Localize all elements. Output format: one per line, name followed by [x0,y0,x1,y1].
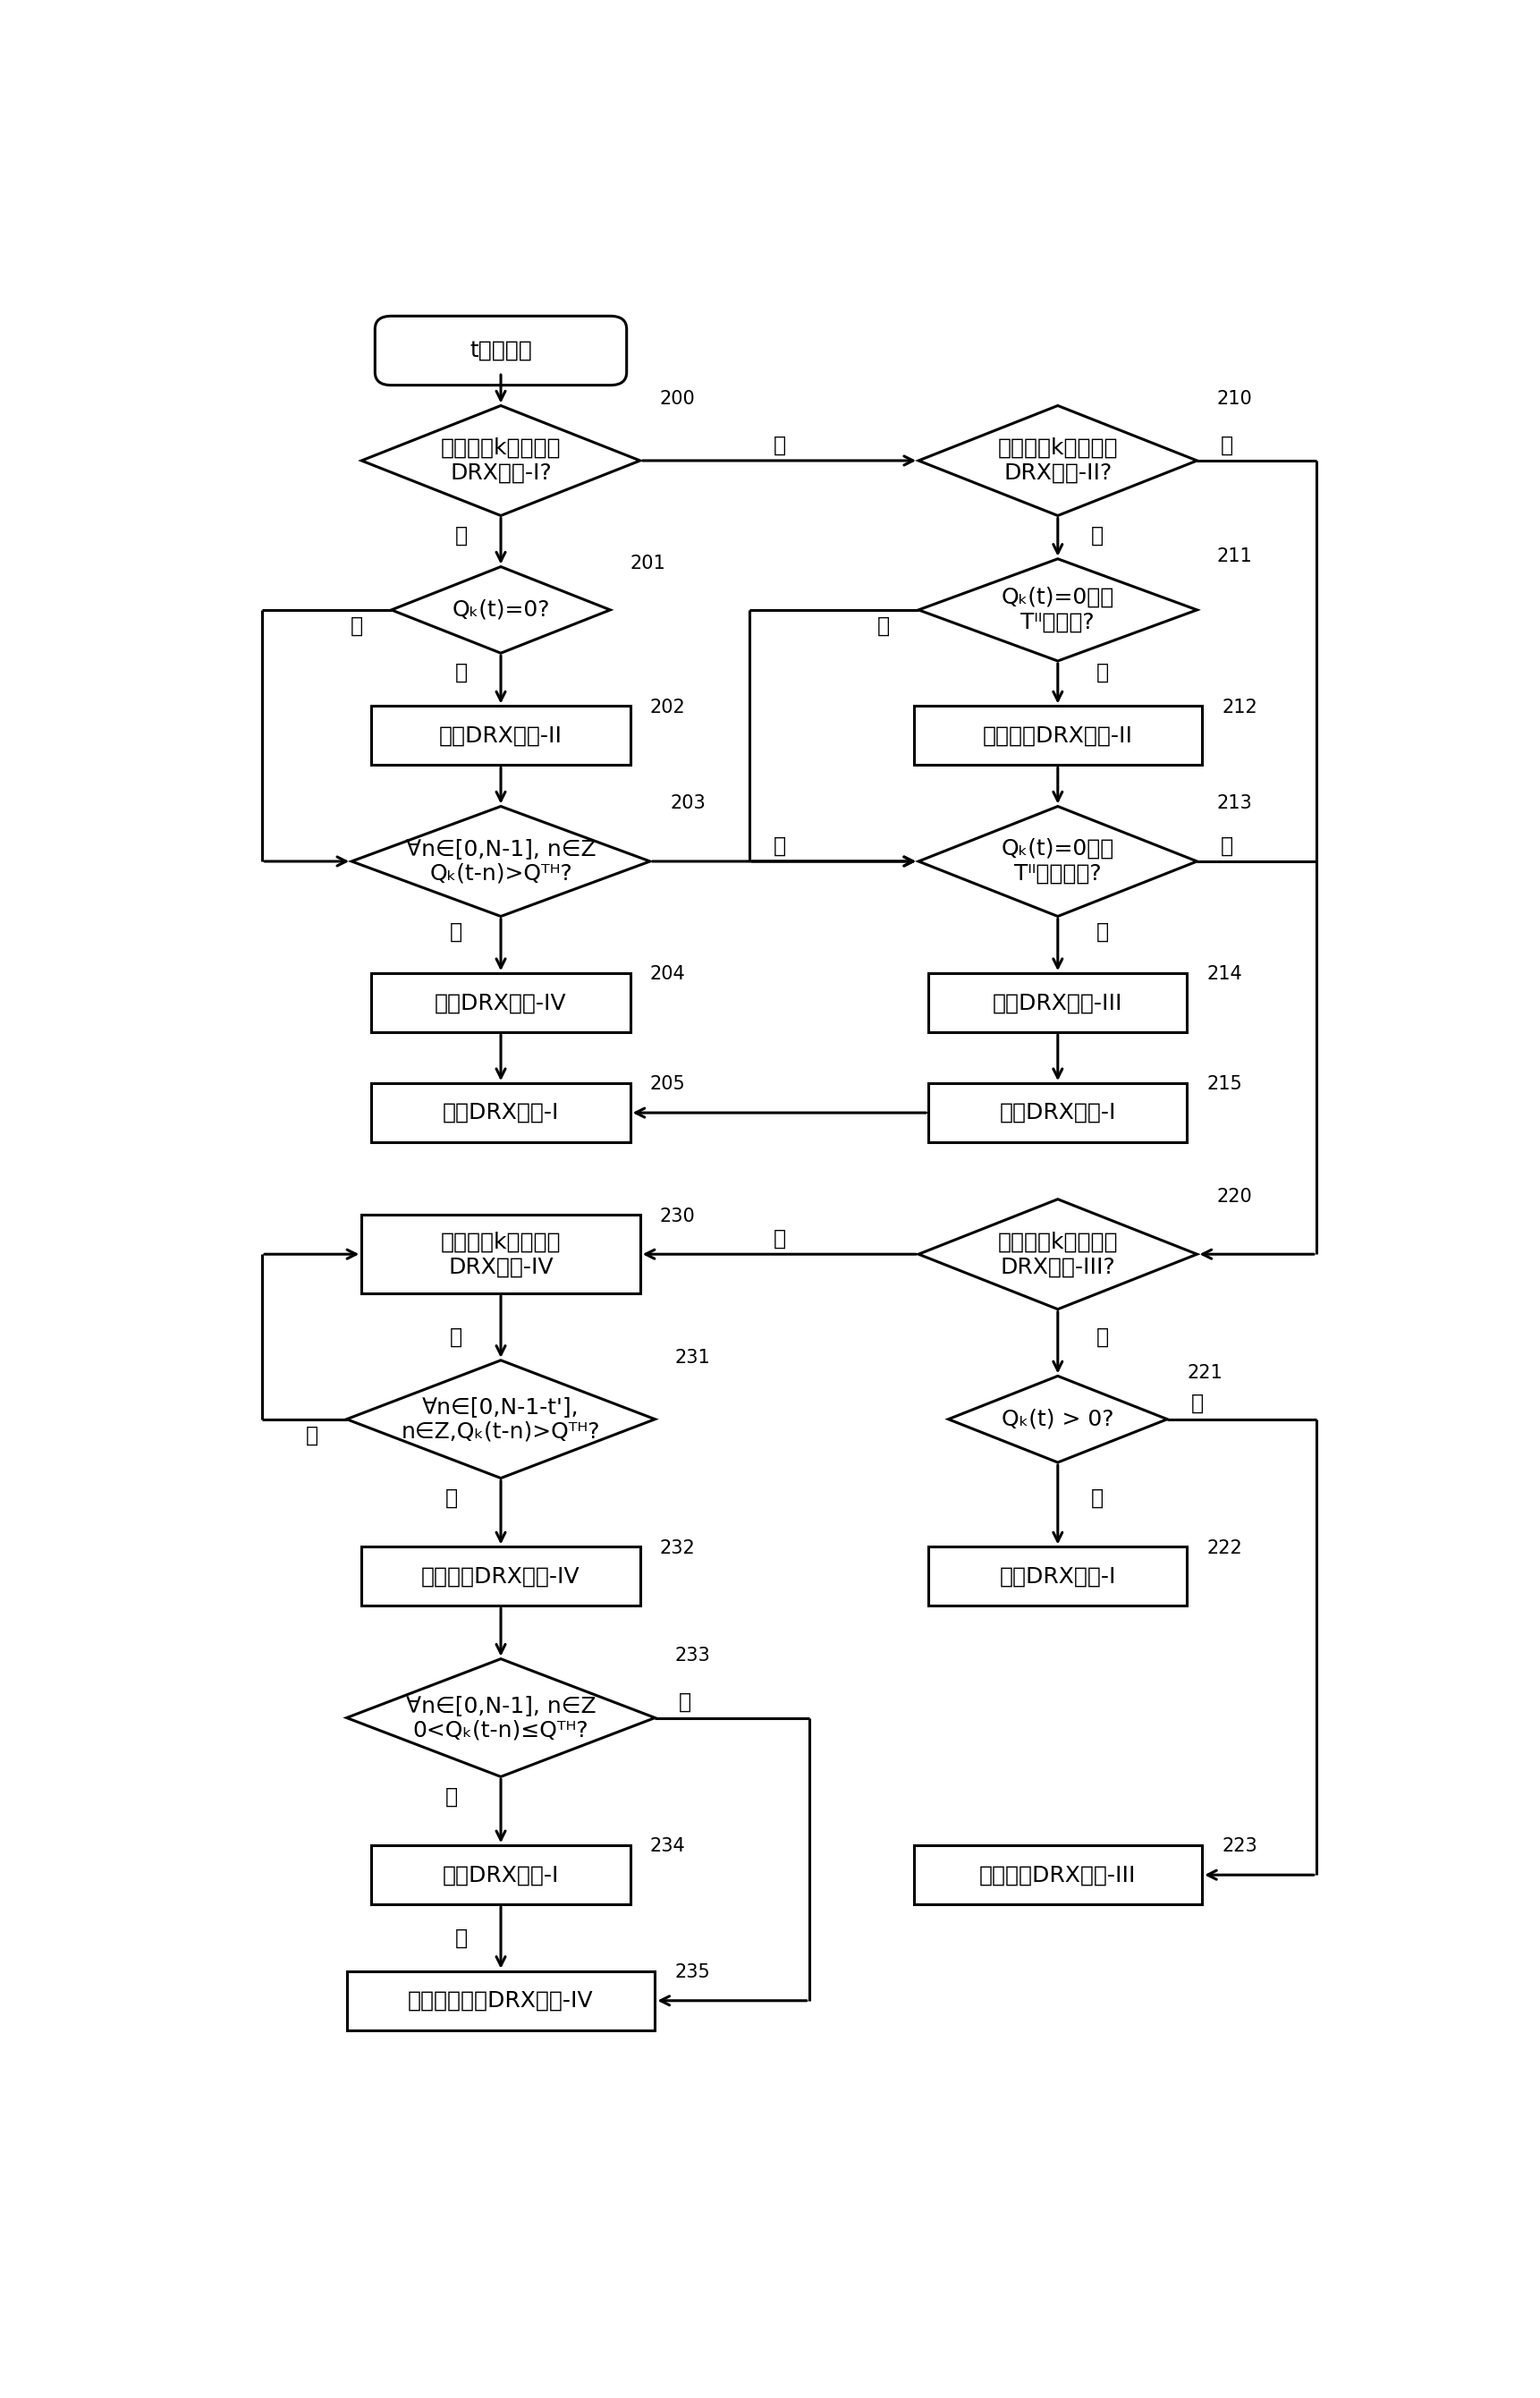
Text: 是: 是 [454,1928,467,1950]
Polygon shape [918,405,1197,516]
Text: 是: 是 [1096,921,1109,942]
Bar [929,1547,1187,1607]
Text: 是: 是 [454,525,467,547]
Bar [929,974,1187,1031]
Text: 是: 是 [1092,525,1104,547]
Text: Qₖ(t) > 0?: Qₖ(t) > 0? [1001,1408,1113,1429]
Bar [362,1547,641,1607]
Text: 否: 否 [773,434,785,456]
Text: 是: 是 [1096,662,1109,683]
Text: 执行DRX过程-III: 执行DRX过程-III [993,993,1123,1014]
Text: 211: 211 [1217,547,1252,566]
Text: 200: 200 [661,391,696,408]
Text: 223: 223 [1221,1837,1258,1856]
Bar [371,705,630,765]
Text: 215: 215 [1207,1074,1243,1093]
Text: 202: 202 [650,698,685,717]
Bar [346,1971,654,2031]
Text: 用户终竭k当前执行
DRX过程-IV: 用户终竭k当前执行 DRX过程-IV [440,1230,561,1278]
Text: 234: 234 [650,1837,685,1856]
Text: Qₖ(t)=0并且
Tᴵᴵ计时结束?: Qₖ(t)=0并且 Tᴵᴵ计时结束? [1001,839,1115,885]
Text: Qₖ(t)=0并且
Tᴵᴵ未超时?: Qₖ(t)=0并且 Tᴵᴵ未超时? [1001,588,1115,633]
Text: Qₖ(t)=0?: Qₖ(t)=0? [451,600,550,621]
Text: 否: 否 [679,1691,691,1712]
Text: 执行DRX过程-II: 执行DRX过程-II [439,724,562,746]
Bar [913,705,1203,765]
Text: 否: 否 [305,1424,319,1446]
Text: 用户终竭k当前执行
DRX过程-I?: 用户终竭k当前执行 DRX过程-I? [440,436,561,484]
Text: t时刻开始: t时刻开始 [470,341,531,362]
FancyBboxPatch shape [376,317,627,386]
Bar [371,1846,630,1904]
Text: 执行DRX过程-I: 执行DRX过程-I [442,1863,559,1885]
Text: 执行DRX过程-I: 执行DRX过程-I [442,1103,559,1125]
Text: 213: 213 [1217,794,1252,813]
Text: 205: 205 [650,1074,685,1093]
Bar [371,1084,630,1141]
Text: 201: 201 [630,554,665,573]
Text: 否: 否 [1221,434,1234,456]
Text: 继续执行DRX过程-III: 继续执行DRX过程-III [979,1863,1137,1885]
Text: 是: 是 [445,1487,457,1508]
Polygon shape [949,1376,1167,1463]
Text: 232: 232 [661,1540,696,1556]
Text: 220: 220 [1217,1187,1252,1206]
Text: 否: 否 [878,614,890,635]
Text: 是: 是 [1096,1326,1109,1348]
Text: 执行DRX过程-IV: 执行DRX过程-IV [434,993,567,1014]
Text: 否: 否 [350,614,363,635]
Text: 是: 是 [450,921,462,942]
Text: 是: 是 [445,1787,457,1808]
Text: 否: 否 [773,835,785,856]
Text: 221: 221 [1187,1364,1223,1381]
Polygon shape [346,1360,654,1477]
Text: 230: 230 [661,1206,696,1225]
Text: 是: 是 [450,1326,462,1348]
Text: 233: 233 [675,1647,710,1664]
Text: ∀n∈[0,N-1], n∈Z
0<Qₖ(t-n)≤Qᵀᴴ?: ∀n∈[0,N-1], n∈Z 0<Qₖ(t-n)≤Qᵀᴴ? [405,1695,596,1741]
Text: 204: 204 [650,966,685,983]
Polygon shape [351,806,650,916]
Text: 是: 是 [454,662,467,683]
Text: 用户终竭k当前执行
DRX过程-III?: 用户终竭k当前执行 DRX过程-III? [998,1230,1118,1278]
Polygon shape [918,559,1197,662]
Text: 否: 否 [773,1228,785,1249]
Text: 222: 222 [1207,1540,1243,1556]
Text: 203: 203 [670,794,705,813]
Text: 继续执行DRX过程-II: 继续执行DRX过程-II [983,724,1133,746]
Text: 214: 214 [1207,966,1243,983]
Bar [929,1084,1187,1141]
Text: 210: 210 [1217,391,1252,408]
Text: ∀n∈[0,N-1-t'],
n∈Z,Qₖ(t-n)>Qᵀᴴ?: ∀n∈[0,N-1-t'], n∈Z,Qₖ(t-n)>Qᵀᴴ? [402,1396,601,1441]
Text: 继续执行当前DRX过程-IV: 继续执行当前DRX过程-IV [408,1990,593,2012]
Bar [371,974,630,1031]
Text: 212: 212 [1221,698,1258,717]
Text: 231: 231 [675,1348,710,1367]
Text: 执行DRX过程-I: 执行DRX过程-I [999,1103,1116,1125]
Text: 是: 是 [1092,1487,1104,1508]
Text: 执行DRX过程-I: 执行DRX过程-I [999,1566,1116,1587]
Polygon shape [362,405,641,516]
Bar [362,1216,641,1293]
Text: 执行新的DRX过程-IV: 执行新的DRX过程-IV [422,1566,581,1587]
Polygon shape [346,1659,654,1777]
Bar [913,1846,1203,1904]
Text: 否: 否 [1190,1393,1203,1415]
Polygon shape [391,566,610,652]
Text: ∀n∈[0,N-1], n∈Z
Qₖ(t-n)>Qᵀᴴ?: ∀n∈[0,N-1], n∈Z Qₖ(t-n)>Qᵀᴴ? [405,839,596,885]
Polygon shape [918,1199,1197,1309]
Text: 否: 否 [1221,835,1234,856]
Text: 用户终竭k当前执行
DRX过程-II?: 用户终竭k当前执行 DRX过程-II? [998,436,1118,484]
Polygon shape [918,806,1197,916]
Text: 235: 235 [675,1964,710,1981]
